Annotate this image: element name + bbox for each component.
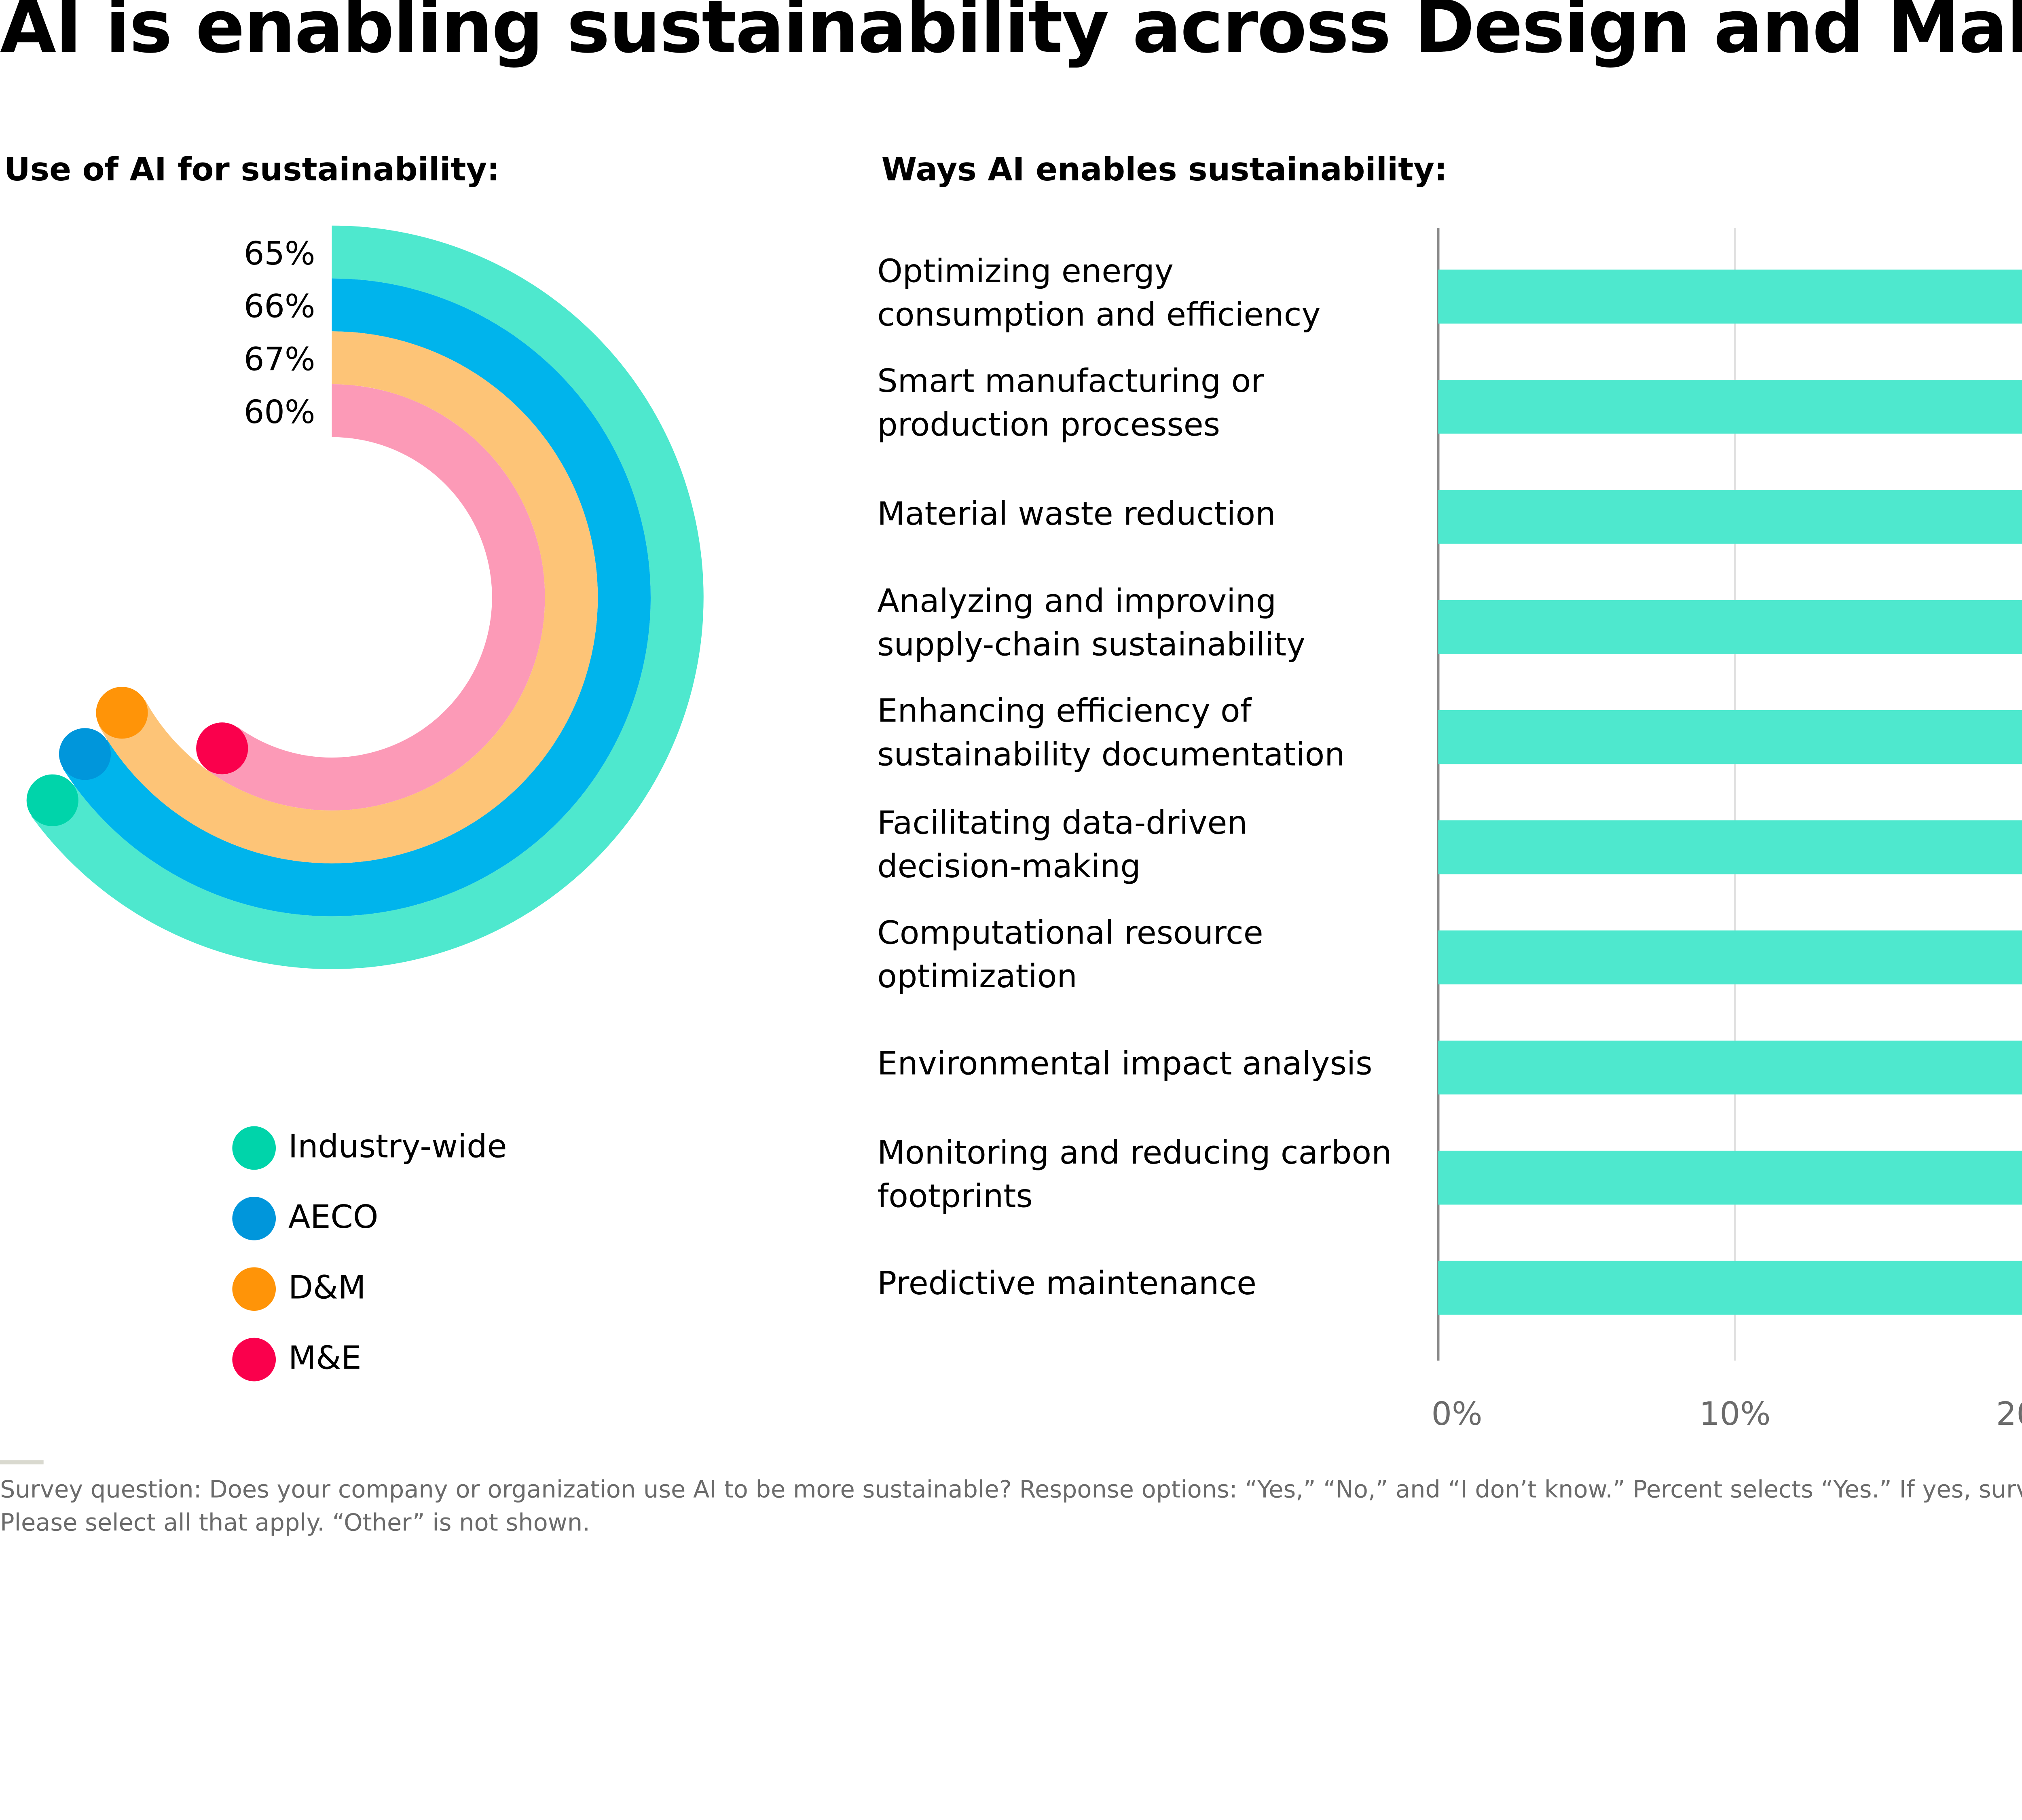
- bar-industry-wide: [1438, 490, 2022, 544]
- radial-bar-chart: 65% 66% 67% 60%: [26, 225, 704, 969]
- category-label: Facilitating data-driven decision-making: [877, 802, 1248, 889]
- bar-industry-wide: [1438, 930, 2022, 984]
- category-label: Monitoring and reducing carbon footprints: [877, 1132, 1392, 1219]
- ring-value-label: 66%: [244, 288, 315, 325]
- bar-industry-wide: [1438, 269, 2022, 324]
- category-label-line: footprints: [877, 1177, 1033, 1215]
- ring-d-m: [99, 331, 598, 863]
- category-label: Smart manufacturing or production process…: [877, 361, 1264, 448]
- bar-industry-wide: [1438, 379, 2022, 434]
- legend-dot-icon: [232, 1266, 276, 1310]
- legend-dot-icon: [232, 1125, 276, 1169]
- category-label-line: optimization: [877, 957, 1077, 995]
- legend-dot-icon: [232, 1196, 276, 1240]
- ring-aeco: [62, 278, 651, 916]
- category-label-line: production processes: [877, 406, 1220, 444]
- category-label-line: Predictive maintenance: [877, 1266, 1257, 1304]
- right-panel-heading: Ways AI enables sustainability:: [881, 151, 1447, 189]
- bar-industry-wide: [1438, 1261, 2022, 1315]
- category-label-line: Optimizing energy: [877, 253, 1174, 290]
- x-tick-label: 20%: [1996, 1395, 2022, 1433]
- x-tick-label: 0%: [1432, 1395, 1483, 1433]
- category-label-line: Environmental impact analysis: [877, 1045, 1373, 1083]
- category-label-line: Smart manufacturing or: [877, 363, 1264, 401]
- category-label-line: consumption and efficiency: [877, 296, 1321, 334]
- footnote: Survey question: Does your company or or…: [0, 1475, 2022, 1536]
- category-label-line: Enhancing efficiency of: [877, 693, 1252, 731]
- legend-item-dm: D&M: [232, 1253, 507, 1323]
- bar-industry-wide: [1438, 1151, 2022, 1205]
- page-title: AI is enabling sustainability across Des…: [0, 0, 2022, 71]
- x-tick-label: 10%: [1699, 1395, 1771, 1433]
- legend-item-aeco: AECO: [232, 1182, 507, 1253]
- category-label-line: decision-making: [877, 847, 1141, 885]
- category-label: Optimizing energy consumption and efficie…: [877, 251, 1320, 338]
- category-label-line: Computational resource: [877, 914, 1263, 951]
- bar-industry-wide: [1438, 1040, 2022, 1095]
- ring-value-label: 67%: [244, 340, 315, 378]
- category-label-line: Analyzing and improving: [877, 583, 1277, 621]
- bar-industry-wide: [1438, 600, 2022, 654]
- category-label-line: Monitoring and reducing carbon: [877, 1134, 1392, 1172]
- ring-end-dot: [26, 774, 78, 826]
- legend-item-industry-wide: Industry-wide: [232, 1112, 507, 1182]
- category-label-line: Material waste reduction: [877, 495, 1276, 533]
- legend-dot-icon: [232, 1337, 276, 1380]
- legend-item-me: M&E: [232, 1323, 507, 1394]
- category-label: Analyzing and improving supply-chain sust…: [877, 581, 1305, 668]
- left-panel-heading: Use of AI for sustainability:: [4, 151, 500, 189]
- bar-industry-wide: [1438, 710, 2022, 764]
- legend-label: Industry-wide: [288, 1128, 507, 1166]
- ring-end-dot: [196, 722, 248, 775]
- ring-end-dot: [96, 687, 148, 739]
- category-label: Enhancing efficiency of sustainability do…: [877, 692, 1345, 779]
- category-label-line: Facilitating data-driven: [877, 804, 1248, 841]
- ring-end-dot: [59, 728, 111, 780]
- legend-label: D&M: [288, 1269, 366, 1307]
- category-label: Predictive maintenance: [877, 1264, 1256, 1308]
- category-label: Material waste reduction: [877, 493, 1275, 537]
- ring-m-e: [206, 384, 545, 811]
- ring-industry-wide: [31, 225, 704, 969]
- ring-value-label: 60%: [244, 393, 315, 431]
- category-label: Computational resource optimization: [877, 912, 1263, 999]
- category-label-line: sustainability documentation: [877, 737, 1345, 775]
- footnote-divider: [0, 1460, 44, 1464]
- bar-chart: 0%10%20%30%40%50%: [1432, 228, 2022, 1433]
- ring-value-label: 65%: [244, 235, 315, 272]
- category-label: Environmental impact analysis: [877, 1043, 1372, 1087]
- legend-label: AECO: [288, 1199, 379, 1236]
- legend-label: M&E: [288, 1340, 362, 1378]
- bar-industry-wide: [1438, 820, 2022, 874]
- category-label-line: supply-chain sustainability: [877, 627, 1306, 665]
- legend: Industry-wide AECO D&M M&E: [232, 1112, 507, 1394]
